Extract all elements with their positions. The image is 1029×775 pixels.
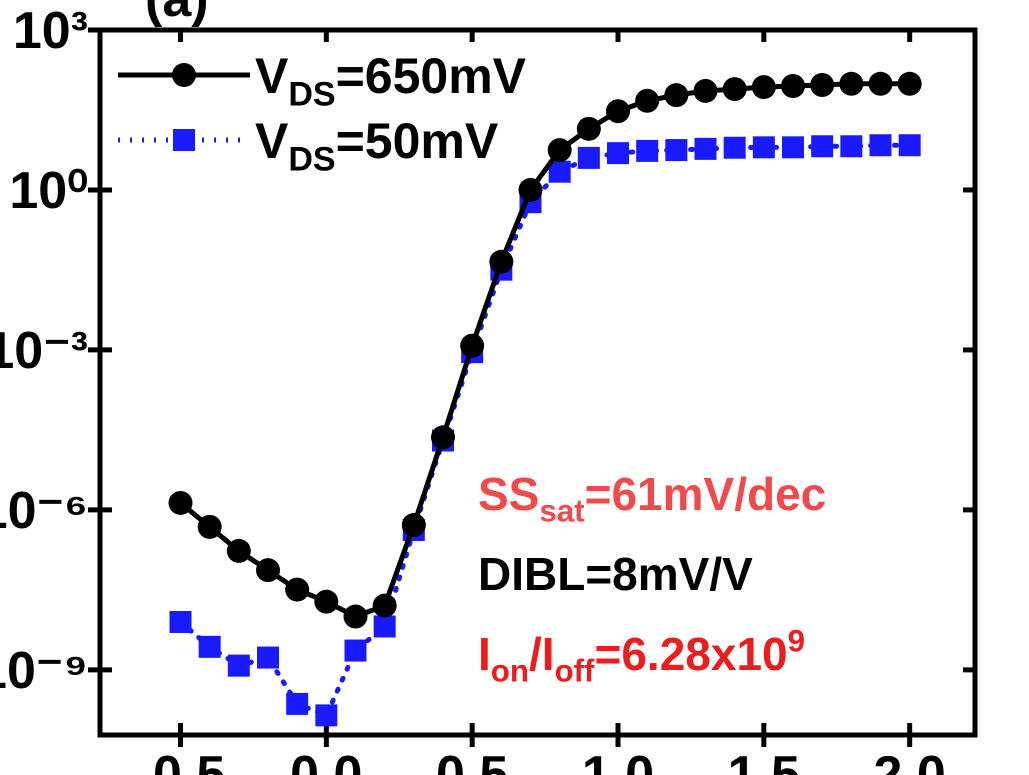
x-tick-label: 0.0 bbox=[290, 746, 362, 775]
data-point bbox=[286, 692, 309, 715]
data-point bbox=[489, 249, 514, 274]
y-tick-label: 10⁻⁶ bbox=[0, 482, 88, 540]
legend-label-part: V bbox=[255, 48, 289, 104]
data-point bbox=[897, 71, 922, 96]
data-point bbox=[169, 610, 192, 633]
x-tick-label: 0.5 bbox=[436, 746, 508, 775]
annotation-part: off bbox=[555, 654, 596, 689]
data-point bbox=[168, 490, 193, 515]
data-point bbox=[431, 425, 455, 450]
legend-label-part: =650mV bbox=[336, 48, 527, 104]
data-point bbox=[518, 177, 543, 202]
annotation-part: I bbox=[478, 628, 491, 680]
data-point bbox=[256, 558, 280, 583]
data-point bbox=[839, 71, 864, 96]
data-point bbox=[751, 75, 776, 100]
data-point bbox=[197, 514, 222, 539]
legend-label-part: =50mV bbox=[336, 113, 499, 169]
data-point bbox=[665, 139, 688, 162]
annotation: DIBL=8mV/V bbox=[478, 548, 753, 600]
data-point bbox=[401, 513, 426, 538]
annotation: SSsat=61mV/dec bbox=[478, 468, 826, 529]
data-point bbox=[257, 646, 279, 669]
data-point bbox=[607, 142, 629, 165]
data-point bbox=[781, 74, 805, 99]
annotation-part: /I bbox=[529, 628, 555, 680]
legend-label-part: V bbox=[255, 113, 289, 169]
plot-frame bbox=[97, 27, 978, 738]
annotation-part: on bbox=[491, 654, 529, 689]
data-point bbox=[285, 577, 310, 602]
data-point bbox=[373, 615, 396, 638]
data-point bbox=[548, 160, 571, 183]
data-point bbox=[577, 146, 600, 169]
data-point bbox=[635, 88, 660, 113]
data-point bbox=[664, 83, 689, 108]
data-point bbox=[782, 136, 804, 159]
annotation: Ion/Ioff=6.28x109 bbox=[478, 624, 805, 689]
data-point bbox=[227, 654, 250, 677]
data-point bbox=[869, 134, 892, 157]
data-point bbox=[722, 77, 747, 102]
data-point bbox=[868, 71, 893, 96]
annotation-part: =6.28x10 bbox=[594, 628, 787, 680]
legend-label: VDS=650mV bbox=[255, 48, 527, 114]
data-point bbox=[460, 333, 485, 358]
x-tick-label: -0.5 bbox=[136, 746, 226, 775]
x-tick-label: 1.5 bbox=[728, 746, 800, 775]
y-tick-label: 10³ bbox=[13, 2, 88, 60]
x-tick-label: 2.0 bbox=[874, 746, 946, 775]
data-point bbox=[723, 136, 746, 159]
data-point bbox=[693, 78, 718, 103]
legend-label-part: DS bbox=[288, 141, 335, 179]
panel-label: (a) bbox=[145, 0, 209, 28]
data-point bbox=[343, 604, 368, 629]
y-tick-label: 10⁻³ bbox=[0, 322, 88, 380]
data-point bbox=[810, 73, 835, 98]
data-point bbox=[547, 138, 572, 163]
data-point bbox=[840, 135, 863, 158]
data-point bbox=[811, 135, 834, 158]
data-point bbox=[606, 99, 630, 124]
annotation-part: 9 bbox=[788, 624, 805, 659]
data-point bbox=[314, 589, 339, 614]
annotation-part: SS bbox=[478, 468, 539, 520]
data-point bbox=[372, 593, 397, 618]
legend-label: VDS=50mV bbox=[255, 113, 499, 179]
data-point bbox=[315, 704, 338, 727]
legend-label-part: DS bbox=[288, 76, 335, 114]
annotation-part: =61mV/dec bbox=[585, 468, 827, 520]
data-point bbox=[898, 134, 921, 157]
data-point bbox=[636, 139, 659, 162]
x-tick-label: 1.0 bbox=[582, 746, 654, 775]
y-tick-label: 10⁰ bbox=[9, 162, 88, 220]
annotation-part: DIBL=8mV/V bbox=[478, 548, 753, 600]
data-point bbox=[576, 116, 601, 141]
data-point bbox=[226, 538, 251, 563]
legend-marker bbox=[172, 63, 196, 87]
data-point bbox=[198, 635, 221, 658]
y-tick-label: 10⁻⁹ bbox=[0, 642, 88, 700]
data-point bbox=[694, 137, 717, 160]
data-point bbox=[752, 136, 775, 159]
annotation-part: sat bbox=[539, 494, 585, 529]
data-point bbox=[344, 639, 367, 662]
legend-marker bbox=[173, 129, 195, 151]
